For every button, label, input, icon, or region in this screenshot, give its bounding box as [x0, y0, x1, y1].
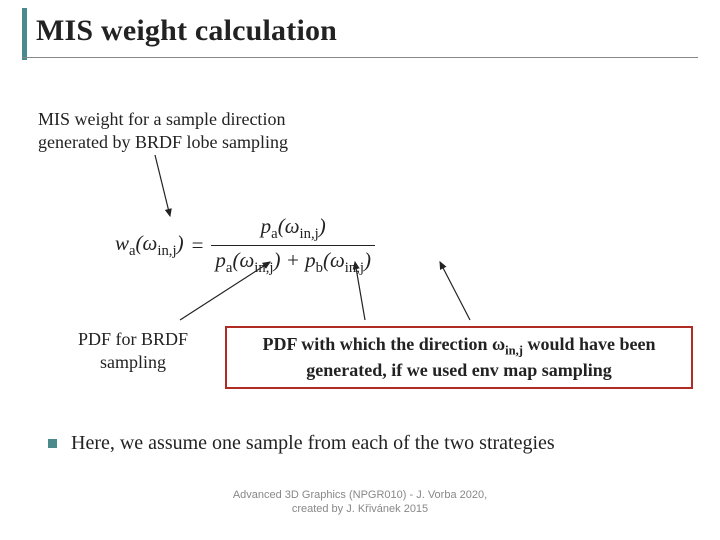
caption-line2: generated by BRDF lobe sampling: [38, 132, 288, 152]
pdf-brdf-line2: sampling: [100, 352, 166, 372]
footer: Advanced 3D Graphics (NPGR010) - J. Vorb…: [0, 488, 720, 517]
bullet-icon: [48, 439, 57, 448]
bullet-row: Here, we assume one sample from each of …: [48, 432, 555, 455]
slide-title: MIS weight calculation: [22, 14, 698, 48]
footer-line1: Advanced 3D Graphics (NPGR010) - J. Vorb…: [233, 489, 487, 501]
bullet-text: Here, we assume one sample from each of …: [71, 432, 555, 455]
denominator: pa(ωin,j) + pb(ωin,j): [211, 246, 375, 277]
title-region: MIS weight calculation: [0, 0, 720, 58]
formula-lhs: wa(ωin,j): [115, 231, 184, 260]
equals-sign: =: [192, 233, 204, 258]
omega-sub: in,j: [505, 344, 523, 358]
pdf-brdf-line1: PDF for BRDF: [78, 329, 188, 349]
formula: wa(ωin,j) = pa(ωin,j) pa(ωin,j) + pb(ωin…: [115, 214, 375, 277]
pdf-env-box: PDF with which the direction ωin,j would…: [225, 326, 693, 389]
footer-line2: created by J. Křivánek 2015: [292, 503, 428, 515]
slide: MIS weight calculation MIS weight for a …: [0, 0, 720, 540]
pdf-env-line2: generated, if we used env map sampling: [306, 360, 612, 380]
top-caption: MIS weight for a sample direction genera…: [38, 108, 288, 153]
omega-symbol: ω: [492, 334, 505, 354]
title-underline: [22, 57, 698, 58]
fraction: pa(ωin,j) pa(ωin,j) + pb(ωin,j): [211, 214, 375, 277]
pdf-env-line1b: would have been: [523, 334, 656, 354]
caption-line1: MIS weight for a sample direction: [38, 109, 285, 129]
pdf-brdf-label: PDF for BRDF sampling: [78, 328, 188, 373]
title-accent-bar: [22, 8, 27, 60]
numerator: pa(ωin,j): [257, 214, 330, 245]
pdf-env-line1a: PDF with which the direction: [262, 334, 492, 354]
